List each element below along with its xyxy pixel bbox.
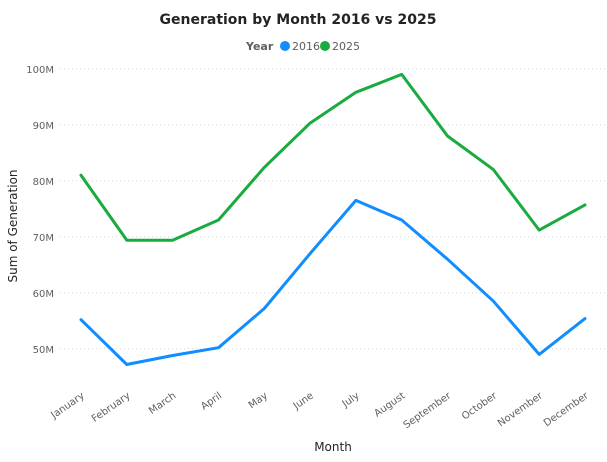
x-tick-label: December [542, 390, 592, 429]
gridlines [60, 68, 606, 350]
legend-marker-2025 [320, 41, 330, 51]
y-tick-label: 90M [33, 121, 54, 132]
x-tick-label: August [372, 390, 407, 419]
y-tick-label: 100M [26, 65, 54, 76]
x-tick-label: September [402, 390, 454, 431]
x-tick-label: July [340, 390, 362, 410]
x-tick-label: May [247, 390, 270, 411]
series-layer [79, 72, 587, 366]
x-axis-title: Month [314, 440, 352, 454]
x-tick-label: March [147, 390, 178, 416]
x-tick-label: February [90, 390, 133, 424]
legend: Year 2016 2025 [245, 40, 360, 53]
series-line-2025 [79, 72, 587, 242]
x-tick-label: November [496, 390, 546, 429]
y-axis-ticks: 50M 60M 70M 80M 90M 100M [26, 65, 54, 356]
y-tick-label: 60M [33, 289, 54, 300]
y-tick-label: 50M [33, 345, 54, 356]
x-tick-label: January [49, 390, 87, 421]
y-tick-label: 80M [33, 177, 54, 188]
series-line-2016 [79, 198, 587, 366]
legend-label-2025: 2025 [332, 40, 360, 53]
legend-title: Year [245, 40, 274, 53]
legend-label-2016: 2016 [292, 40, 320, 53]
y-tick-label: 70M [33, 233, 54, 244]
chart-title: Generation by Month 2016 vs 2025 [160, 12, 437, 28]
x-tick-label: October [460, 390, 500, 422]
x-axis-ticks: January February March April May June July Augu… [49, 390, 592, 431]
x-tick-label: June [291, 390, 316, 412]
y-axis-title: Sum of Generation [6, 169, 20, 282]
legend-marker-2016 [280, 41, 290, 51]
x-tick-label: April [199, 390, 224, 412]
